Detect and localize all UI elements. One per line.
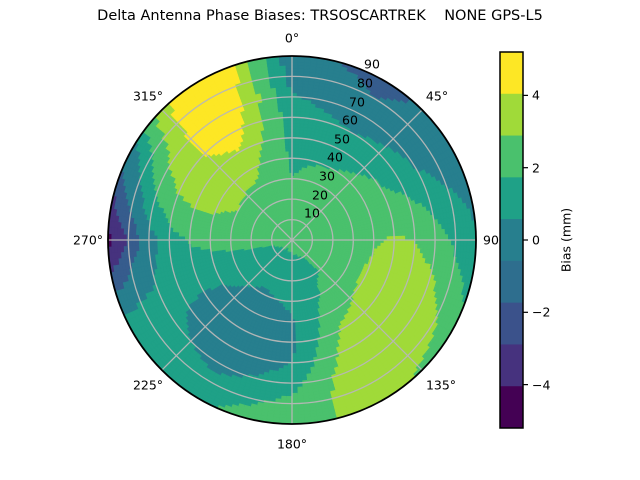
page-title: Delta Antenna Phase Biases: TRSOSCARTREK… [97, 8, 543, 24]
contour-blobs [108, 56, 476, 424]
